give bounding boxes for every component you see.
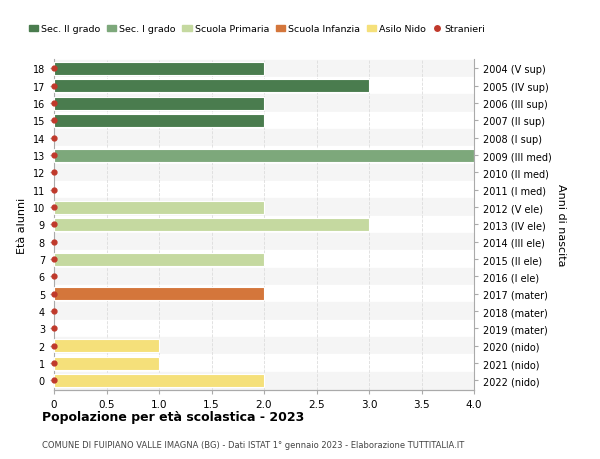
Bar — [54, 253, 264, 266]
Bar — [54, 115, 264, 128]
Bar — [54, 288, 264, 301]
Bar — [54, 355, 474, 372]
Bar — [54, 80, 369, 93]
Bar — [54, 61, 474, 78]
Bar — [54, 303, 474, 320]
Legend: Sec. II grado, Sec. I grado, Scuola Primaria, Scuola Infanzia, Asilo Nido, Stran: Sec. II grado, Sec. I grado, Scuola Prim… — [25, 22, 489, 38]
Bar — [54, 372, 474, 389]
Bar — [54, 182, 474, 199]
Bar — [54, 112, 474, 130]
Bar — [54, 357, 159, 370]
Bar — [54, 147, 474, 164]
Bar — [54, 199, 474, 216]
Bar — [54, 320, 474, 337]
Bar — [54, 251, 474, 268]
Bar — [54, 63, 264, 76]
Bar — [54, 78, 474, 95]
Text: COMUNE DI FUIPIANO VALLE IMAGNA (BG) - Dati ISTAT 1° gennaio 2023 - Elaborazione: COMUNE DI FUIPIANO VALLE IMAGNA (BG) - D… — [42, 441, 464, 449]
Bar — [54, 201, 264, 214]
Bar — [54, 97, 264, 110]
Bar — [54, 374, 264, 387]
Bar — [54, 337, 474, 355]
Bar — [54, 268, 474, 285]
Y-axis label: Anni di nascita: Anni di nascita — [556, 184, 566, 266]
Bar — [54, 95, 474, 112]
Bar — [54, 149, 474, 162]
Bar — [54, 216, 474, 234]
Bar — [54, 234, 474, 251]
Bar — [54, 218, 369, 231]
Text: Popolazione per età scolastica - 2023: Popolazione per età scolastica - 2023 — [42, 410, 304, 423]
Y-axis label: Età alunni: Età alunni — [17, 197, 27, 253]
Bar — [54, 164, 474, 182]
Bar — [54, 130, 474, 147]
Bar — [54, 340, 159, 353]
Bar — [54, 285, 474, 303]
